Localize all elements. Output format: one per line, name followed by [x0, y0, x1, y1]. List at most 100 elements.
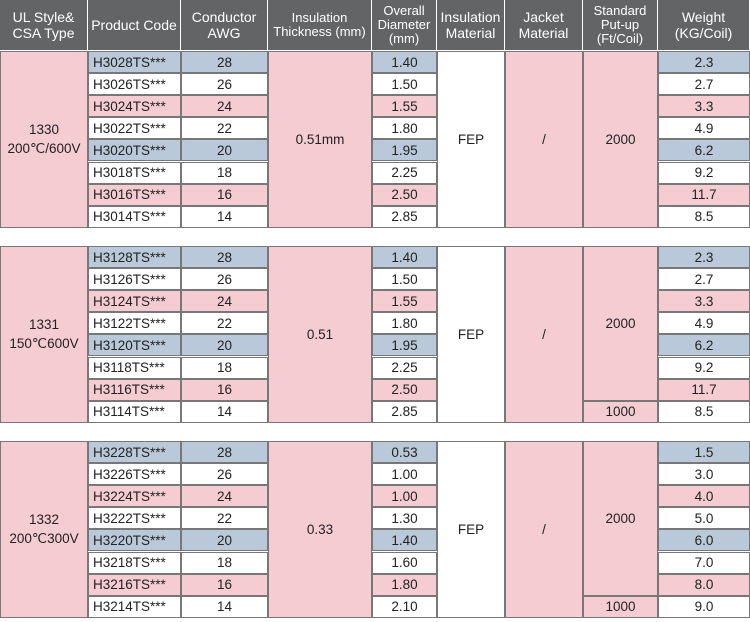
- header-code: Product Code: [88, 0, 181, 50]
- product-code: H3022TS***: [88, 117, 181, 140]
- overall-diameter: 1.95: [372, 139, 437, 162]
- product-code: H3120TS***: [88, 334, 181, 357]
- overall-diameter: 2.85: [372, 205, 437, 228]
- weight: 6.0: [658, 529, 750, 552]
- weight: 9.2: [658, 161, 750, 184]
- product-code-text: H3214TS***: [93, 599, 166, 615]
- product-code-text: H3022TS***: [93, 120, 166, 136]
- header-ins-thick: Insulation Thickness (mm): [268, 0, 372, 50]
- weight: 3.3: [658, 290, 750, 313]
- product-code-text: H3122TS***: [93, 315, 166, 331]
- jacket-material: /: [505, 246, 583, 423]
- weight: 2.3: [658, 51, 750, 74]
- style-cell: 1331 150℃600V: [0, 246, 88, 423]
- weight: 9.0: [658, 595, 750, 618]
- product-code: H3226TS***: [88, 463, 181, 486]
- product-code: H3018TS***: [88, 161, 181, 184]
- overall-diameter: 2.50: [372, 378, 437, 401]
- conductor-awg: 22: [181, 507, 268, 530]
- weight: 7.0: [658, 551, 750, 574]
- conductor-awg: 20: [181, 139, 268, 162]
- overall-diameter: 2.50: [372, 183, 437, 206]
- overall-diameter: 2.25: [372, 356, 437, 379]
- header-putup: Standard Put-up (Ft/Coil): [583, 0, 658, 50]
- weight: 2.7: [658, 268, 750, 291]
- insulation-thickness: 0.33: [268, 441, 372, 618]
- product-code: H3124TS***: [88, 290, 181, 313]
- product-code: H3224TS***: [88, 485, 181, 508]
- header-weight: Weight (KG/Coil): [658, 0, 750, 50]
- product-code: H3028TS***: [88, 51, 181, 74]
- style-number: 1330: [28, 122, 60, 138]
- conductor-awg: 22: [181, 312, 268, 335]
- conductor-awg: 26: [181, 73, 268, 96]
- conductor-awg: 26: [181, 463, 268, 486]
- conductor-awg: 18: [181, 551, 268, 574]
- product-code-text: H3218TS***: [93, 555, 166, 571]
- conductor-awg: 16: [181, 573, 268, 596]
- product-code-text: H3116TS***: [93, 382, 165, 398]
- overall-diameter: 1.00: [372, 463, 437, 486]
- weight: 8.5: [658, 205, 750, 228]
- product-code: H3214TS***: [88, 595, 181, 618]
- style-cell: 1330 200℃/600V: [0, 51, 88, 228]
- product-code-text: H3016TS***: [93, 187, 166, 203]
- product-code: H3228TS***: [88, 441, 181, 464]
- product-code-text: H3118TS***: [93, 360, 165, 376]
- style-cell: 1332 200℃300V: [0, 441, 88, 618]
- style-rating: 150℃600V: [9, 336, 79, 352]
- product-code: H3220TS***: [88, 529, 181, 552]
- conductor-awg: 28: [181, 51, 268, 74]
- weight: 5.0: [658, 507, 750, 530]
- product-code-text: H3226TS***: [93, 466, 166, 482]
- conductor-awg: 14: [181, 595, 268, 618]
- overall-diameter: 2.25: [372, 161, 437, 184]
- product-code: H3126TS***: [88, 268, 181, 291]
- weight: 4.9: [658, 312, 750, 335]
- product-code-text: H3222TS***: [93, 510, 166, 526]
- standard-putup: 2000: [583, 246, 658, 401]
- overall-diameter: 0.53: [372, 441, 437, 464]
- overall-diameter: 1.40: [372, 51, 437, 74]
- product-code-text: H3220TS***: [93, 532, 166, 548]
- overall-diameter: 1.80: [372, 117, 437, 140]
- product-code-text: H3028TS***: [93, 54, 166, 70]
- product-code-text: H3018TS***: [93, 165, 166, 181]
- conductor-awg: 24: [181, 485, 268, 508]
- overall-diameter: 1.55: [372, 290, 437, 313]
- conductor-awg: 24: [181, 95, 268, 118]
- product-code: H3114TS***: [88, 400, 181, 423]
- overall-diameter: 1.30: [372, 507, 437, 530]
- standard-putup: 2000: [583, 51, 658, 228]
- overall-diameter: 1.40: [372, 529, 437, 552]
- product-code: H3218TS***: [88, 551, 181, 574]
- overall-diameter: 1.40: [372, 246, 437, 269]
- insulation-material: FEP: [437, 246, 505, 423]
- product-code: H3118TS***: [88, 356, 181, 379]
- weight: 11.7: [658, 378, 750, 401]
- product-code: H3222TS***: [88, 507, 181, 530]
- weight: 11.7: [658, 183, 750, 206]
- style-number: 1332: [28, 512, 60, 528]
- product-code: H3026TS***: [88, 73, 181, 96]
- insulation-thickness: 0.51: [268, 246, 372, 423]
- product-code: H3116TS***: [88, 378, 181, 401]
- insulation-thickness: 0.51mm: [268, 51, 372, 228]
- standard-putup-last: 1000: [583, 400, 658, 423]
- weight: 3.0: [658, 463, 750, 486]
- overall-diameter: 1.60: [372, 551, 437, 574]
- product-code: H3122TS***: [88, 312, 181, 335]
- weight: 6.2: [658, 334, 750, 357]
- weight: 1.5: [658, 441, 750, 464]
- overall-diameter: 1.80: [372, 312, 437, 335]
- product-code-text: H3120TS***: [93, 337, 166, 353]
- conductor-awg: 20: [181, 334, 268, 357]
- weight: 4.0: [658, 485, 750, 508]
- weight: 2.7: [658, 73, 750, 96]
- conductor-awg: 20: [181, 529, 268, 552]
- overall-diameter: 2.85: [372, 400, 437, 423]
- overall-diameter: 1.55: [372, 95, 437, 118]
- conductor-awg: 18: [181, 161, 268, 184]
- header-style: UL Style& CSA Type: [0, 0, 88, 50]
- product-code: H3014TS***: [88, 205, 181, 228]
